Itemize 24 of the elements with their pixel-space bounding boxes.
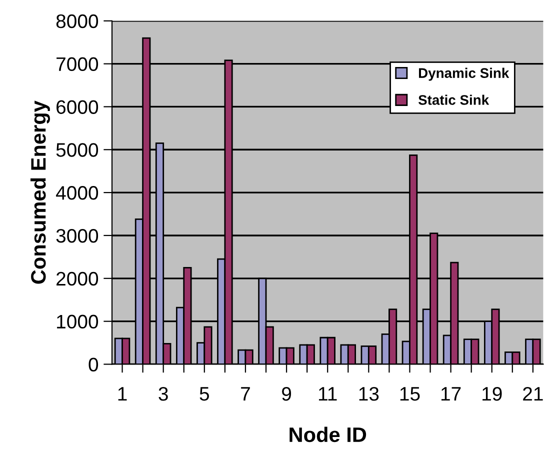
- x-tick-label: 3: [158, 386, 168, 401]
- x-tick-label: 19: [482, 386, 502, 401]
- y-tick-label: 4000: [56, 186, 98, 200]
- x-tick-label: 11: [318, 387, 337, 401]
- y-axis-title: Consumed Energy: [30, 100, 50, 284]
- x-tick-label: 9: [282, 386, 292, 401]
- x-tick-label: 7: [241, 387, 250, 401]
- y-tick-label: 1000: [57, 314, 98, 329]
- y-tick-label: 7000: [56, 57, 98, 72]
- y-tick-label: 0: [88, 358, 98, 372]
- y-tick-label: 8000: [56, 14, 98, 28]
- x-tick-label: 13: [359, 386, 379, 401]
- x-axis-title: Node ID: [290, 426, 366, 442]
- legend-label: Dynamic Sink: [418, 68, 510, 81]
- y-tick-label: 5000: [56, 143, 98, 157]
- x-tick-label: 15: [400, 387, 420, 401]
- x-tick-label: 21: [523, 386, 543, 401]
- x-tick-label: 5: [200, 387, 209, 401]
- x-tick-label: 1: [118, 387, 127, 401]
- y-tick-label: 2000: [56, 272, 98, 286]
- legend-label: Static Sink: [418, 94, 490, 105]
- x-tick-label: 17: [441, 387, 461, 401]
- y-tick-label: 3000: [56, 228, 98, 243]
- y-tick-label: 6000: [56, 100, 98, 114]
